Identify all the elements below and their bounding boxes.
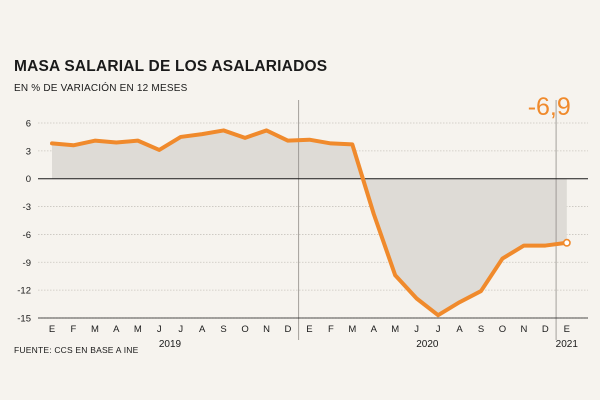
x-tick-label: M (91, 324, 99, 335)
x-tick-label: M (391, 324, 399, 335)
annotation-layer: -6,9 (528, 93, 571, 247)
value-callout: -6,9 (528, 93, 571, 121)
x-tick-label: M (134, 324, 142, 335)
series-line (50, 128, 569, 318)
y-tick-label: -3 (23, 202, 31, 213)
y-tick-label: 0 (26, 174, 31, 185)
y-tick-label: -12 (17, 286, 31, 297)
year-labels: 2019 2020 2021 (159, 339, 579, 350)
y-tick-labels: 6 3 0 -3 -6 -9 -12 -15 (17, 119, 31, 325)
x-tick-label: D (285, 324, 292, 335)
x-tick-label: D (542, 324, 549, 335)
x-tick-label: A (113, 324, 120, 335)
year-label: 2019 (159, 339, 182, 350)
x-tick-label: S (220, 324, 226, 335)
chart-source: FUENTE: CCS EN BASE A INE (14, 345, 139, 355)
x-tick-label: A (456, 324, 463, 335)
x-tick-label: J (414, 324, 419, 335)
chart-subtitle: EN % DE VARIACIÓN EN 12 MESES (14, 83, 188, 94)
x-tick-label: J (178, 324, 183, 335)
series-line-layer (50, 128, 569, 318)
year-label: 2021 (556, 339, 579, 350)
y-tick-label: -9 (23, 258, 31, 269)
year-label: 2020 (416, 339, 439, 350)
x-tick-label: M (348, 324, 356, 335)
x-tick-label: J (436, 324, 441, 335)
x-tick-label: O (499, 324, 506, 335)
y-tick-label: -6 (23, 230, 31, 241)
y-tick-label: 3 (26, 146, 31, 157)
x-tick-label: F (71, 324, 77, 335)
y-tick-label: 6 (26, 119, 31, 130)
area-fill (52, 130, 567, 316)
x-tick-label: N (520, 324, 527, 335)
x-tick-label: N (263, 324, 270, 335)
x-tick-label: E (306, 324, 312, 335)
x-tick-label: E (49, 324, 55, 335)
x-tick-label: J (157, 324, 162, 335)
x-tick-label: F (328, 324, 334, 335)
x-tick-label: A (199, 324, 206, 335)
zero-axis-layer (38, 178, 588, 319)
end-point-marker (562, 238, 571, 247)
x-tick-label: A (371, 324, 378, 335)
x-tick-label: O (241, 324, 248, 335)
chart-title: MASA SALARIAL DE LOS ASALARIADOS (14, 58, 328, 75)
area-fill-layer (52, 130, 567, 316)
y-tick-label: -15 (17, 314, 31, 325)
x-tick-label: S (478, 324, 484, 335)
x-tick-label: E (564, 324, 570, 335)
